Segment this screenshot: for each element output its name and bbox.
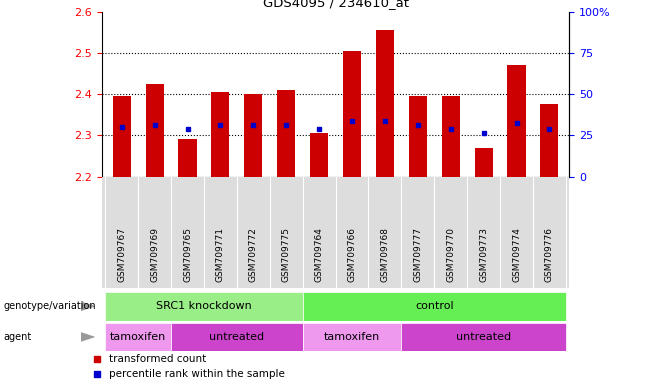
- Text: GSM709767: GSM709767: [117, 227, 126, 283]
- Text: GSM709774: GSM709774: [512, 228, 521, 283]
- Polygon shape: [81, 332, 95, 342]
- Text: untreated: untreated: [456, 332, 511, 342]
- Bar: [178, 139, 197, 177]
- Text: GSM709773: GSM709773: [479, 227, 488, 283]
- Text: SRC1 knockdown: SRC1 knockdown: [156, 301, 252, 311]
- Bar: [105, 323, 171, 351]
- Text: GSM709765: GSM709765: [183, 227, 192, 283]
- Polygon shape: [81, 301, 95, 311]
- Text: GSM709764: GSM709764: [315, 228, 324, 283]
- Text: GSM709766: GSM709766: [347, 227, 357, 283]
- Bar: [310, 133, 328, 177]
- Bar: [303, 292, 566, 321]
- Text: tamoxifen: tamoxifen: [324, 332, 380, 342]
- Text: GSM709769: GSM709769: [150, 227, 159, 283]
- Bar: [113, 96, 131, 177]
- Text: GSM709772: GSM709772: [249, 228, 258, 283]
- Bar: [343, 51, 361, 177]
- Title: GDS4095 / 234610_at: GDS4095 / 234610_at: [263, 0, 409, 9]
- Text: agent: agent: [3, 332, 32, 342]
- Text: control: control: [415, 301, 453, 311]
- Text: GSM709768: GSM709768: [380, 227, 390, 283]
- Bar: [211, 92, 230, 177]
- Text: GSM709775: GSM709775: [282, 227, 291, 283]
- Bar: [474, 148, 493, 177]
- Bar: [171, 323, 303, 351]
- Text: percentile rank within the sample: percentile rank within the sample: [109, 369, 286, 379]
- Bar: [401, 323, 566, 351]
- Bar: [507, 65, 526, 177]
- Bar: [277, 90, 295, 177]
- Text: GSM709777: GSM709777: [413, 227, 422, 283]
- Text: untreated: untreated: [209, 332, 265, 342]
- Bar: [442, 96, 460, 177]
- Bar: [540, 104, 559, 177]
- Bar: [105, 292, 303, 321]
- Text: genotype/variation: genotype/variation: [3, 301, 96, 311]
- Bar: [409, 96, 427, 177]
- Bar: [145, 84, 164, 177]
- Text: GSM709770: GSM709770: [446, 227, 455, 283]
- Text: transformed count: transformed count: [109, 354, 207, 364]
- Bar: [244, 94, 263, 177]
- Text: GSM709771: GSM709771: [216, 227, 225, 283]
- Text: tamoxifen: tamoxifen: [110, 332, 166, 342]
- Text: GSM709776: GSM709776: [545, 227, 554, 283]
- Bar: [303, 323, 401, 351]
- Bar: [376, 30, 394, 177]
